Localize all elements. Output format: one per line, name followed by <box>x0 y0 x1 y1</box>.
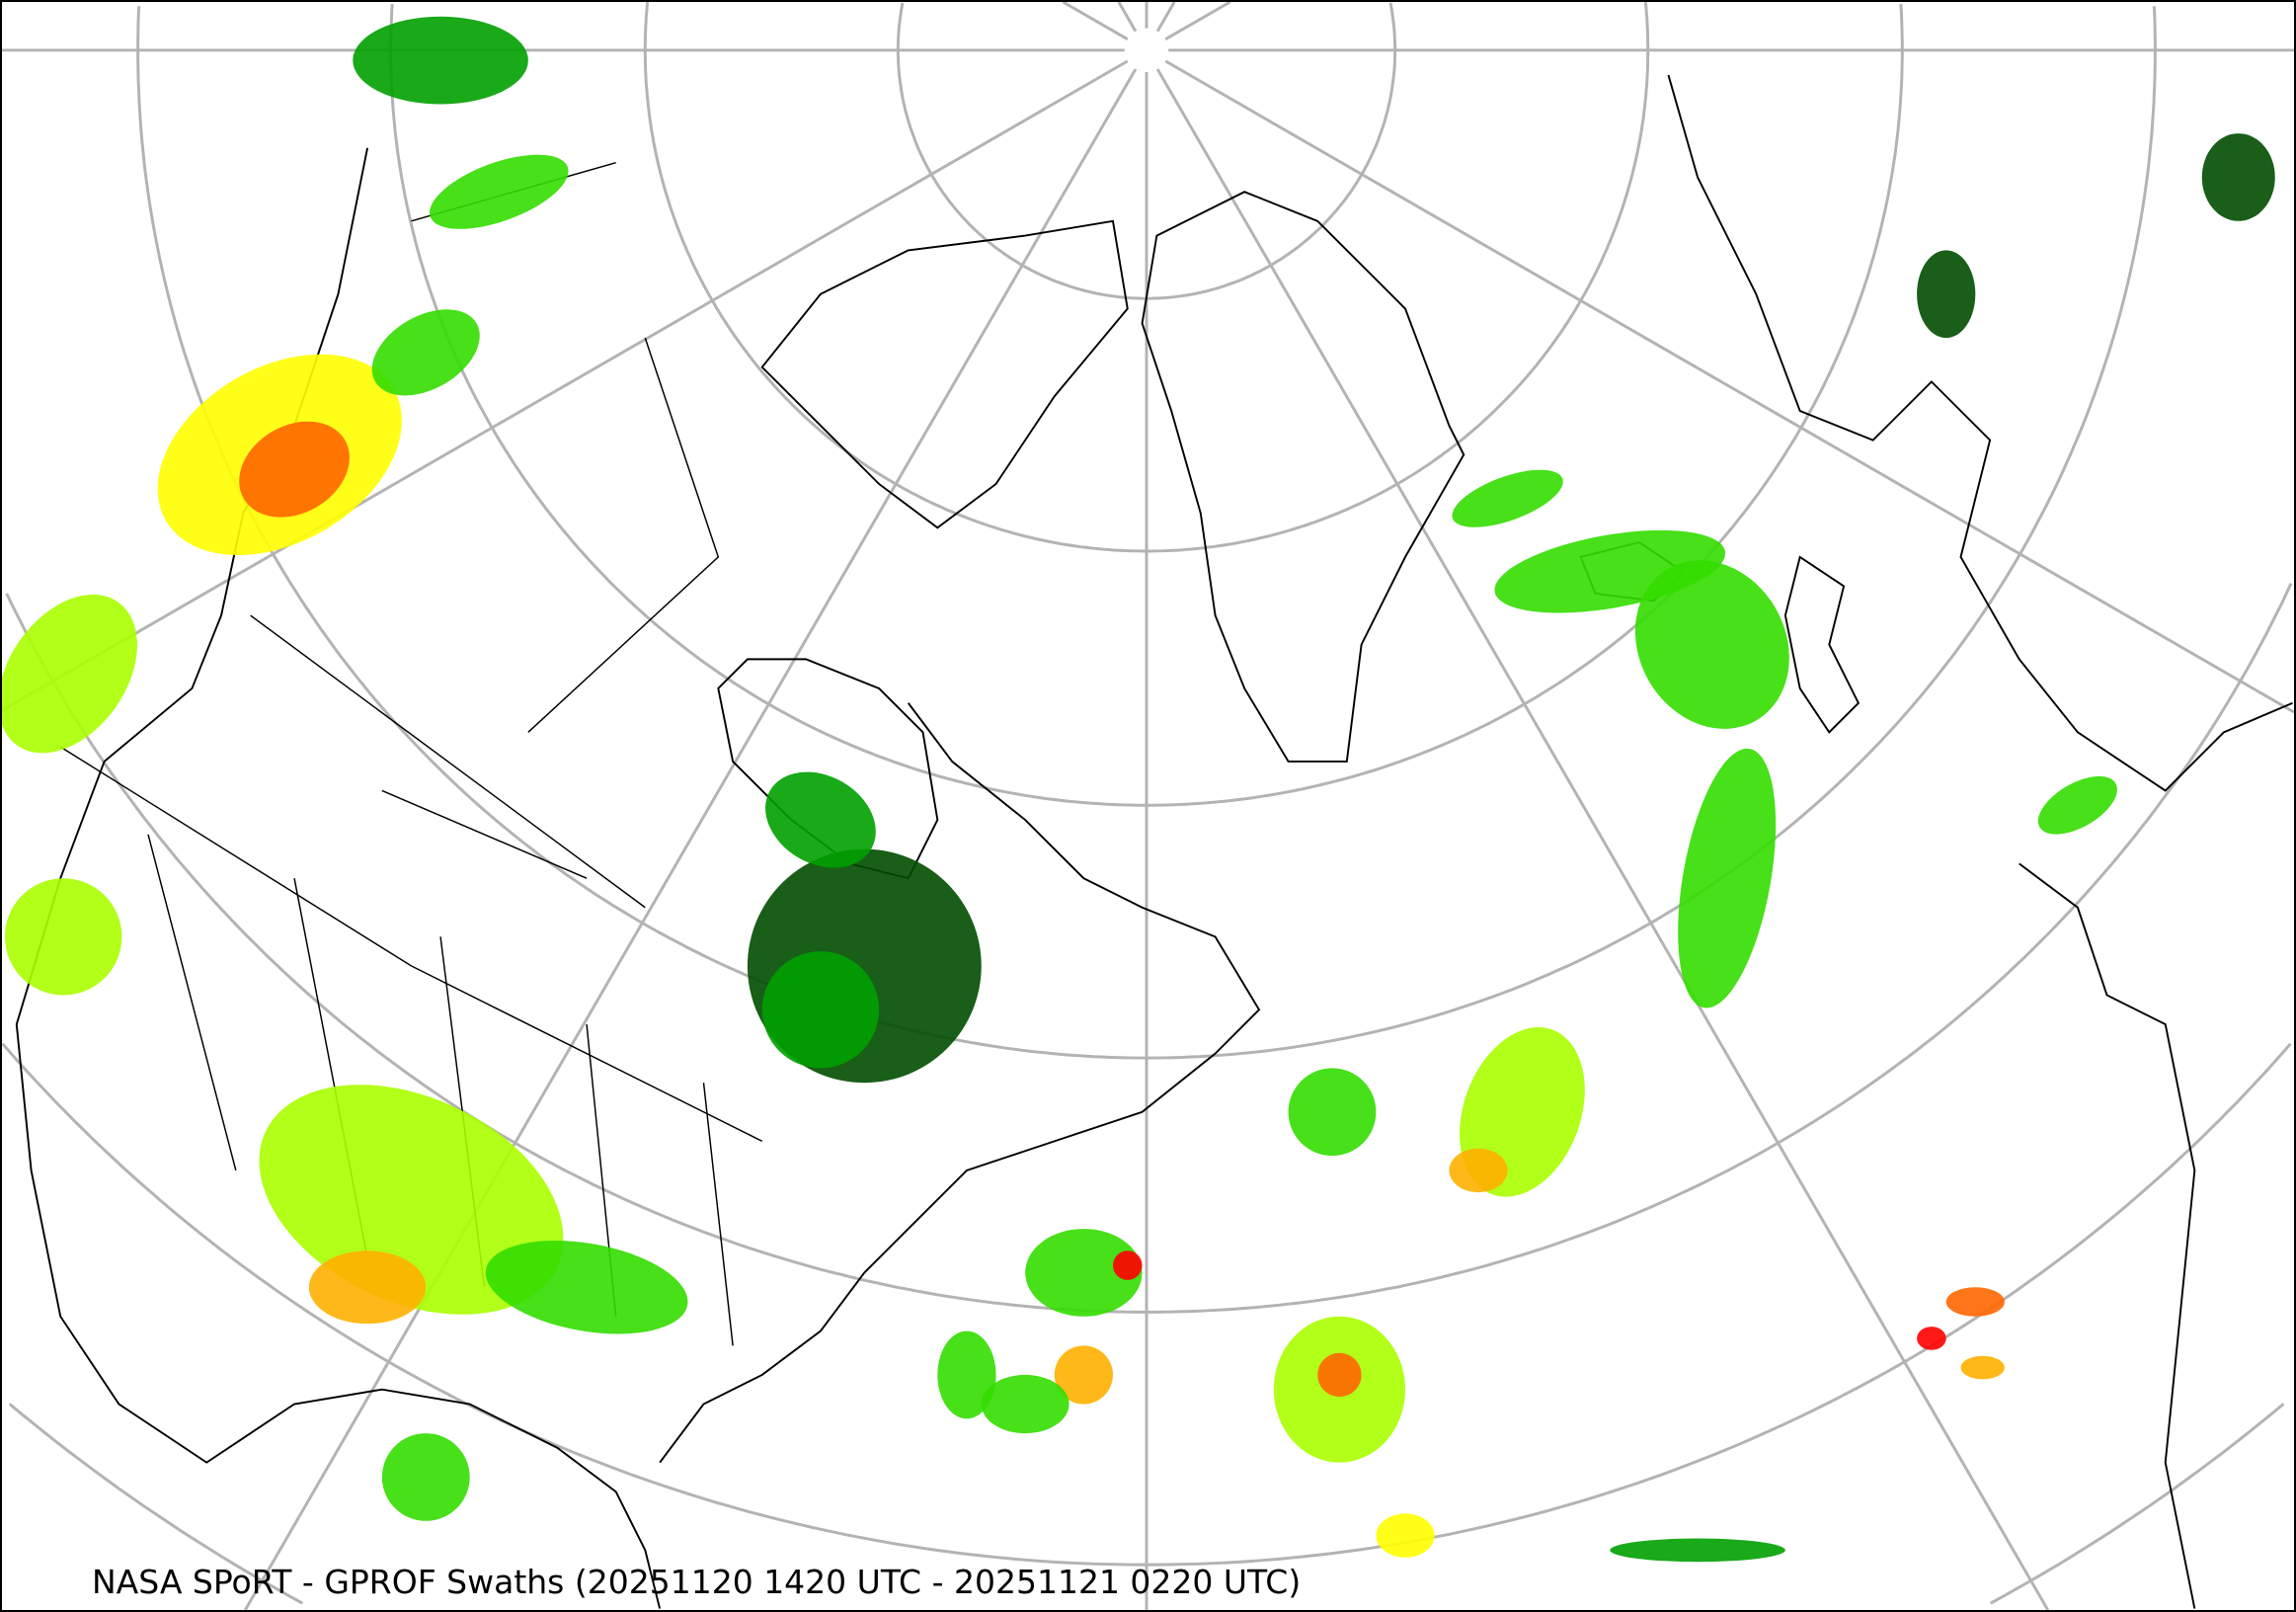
meridian-line <box>2 59 1129 712</box>
meridian-line <box>1155 2 1176 33</box>
precip-area <box>429 154 569 229</box>
meridian-line <box>1155 68 2050 1610</box>
coastline-africa <box>2019 862 2196 1609</box>
precip-area <box>308 1250 427 1325</box>
precip-area <box>1054 1345 1113 1405</box>
precip-area <box>1288 1068 1377 1157</box>
meridian-line <box>1117 2 1138 33</box>
meridian-line <box>244 68 1138 1610</box>
latitude-circle <box>5 583 2293 1314</box>
precip-area <box>1112 1250 1143 1280</box>
precip-area <box>1678 748 1777 1008</box>
precip-area <box>2037 775 2117 835</box>
precip-area <box>381 1433 470 1521</box>
coastline-europe <box>1667 74 2293 792</box>
coastline-uk <box>1783 555 1861 734</box>
precip-area <box>2201 133 2275 221</box>
precip-area <box>761 951 880 1069</box>
latitude-circle <box>643 2 1650 553</box>
precip-area <box>1960 1355 2005 1380</box>
precipitation-swaths <box>2 16 2275 1563</box>
precip-area <box>1634 560 1789 729</box>
precip-area <box>239 421 350 518</box>
precip-area <box>371 309 480 396</box>
meridian-line <box>1164 59 2294 714</box>
precip-area <box>1945 1287 2005 1317</box>
latitude-circle <box>8 1403 2285 1605</box>
precip-area <box>1025 1229 1143 1317</box>
precip-area <box>353 16 528 105</box>
precip-area <box>4 878 122 996</box>
precip-area <box>485 1240 688 1334</box>
precip-area <box>937 1330 996 1419</box>
precip-area <box>1917 250 1976 339</box>
precip-area <box>1317 1352 1362 1398</box>
latitude-circle <box>896 2 1397 300</box>
precip-area <box>1610 1538 1785 1563</box>
meridian-line <box>1164 2 1231 40</box>
precip-area <box>1376 1513 1435 1558</box>
latitude-circle <box>389 3 1904 807</box>
coastline-arctic-islands <box>760 219 1129 529</box>
precip-area <box>1917 1327 1946 1350</box>
precip-area <box>765 771 876 868</box>
coastline-greenland <box>1141 191 1465 763</box>
precip-area <box>981 1374 1069 1434</box>
precip-area <box>1452 469 1563 527</box>
meridian-line <box>1062 2 1129 40</box>
precip-area <box>2 594 137 754</box>
precip-area <box>1449 1148 1508 1193</box>
map-caption: NASA SPoRT - GPROF Swaths (20251120 1420… <box>92 1563 1302 1601</box>
coastline-east-us <box>659 702 1261 1464</box>
